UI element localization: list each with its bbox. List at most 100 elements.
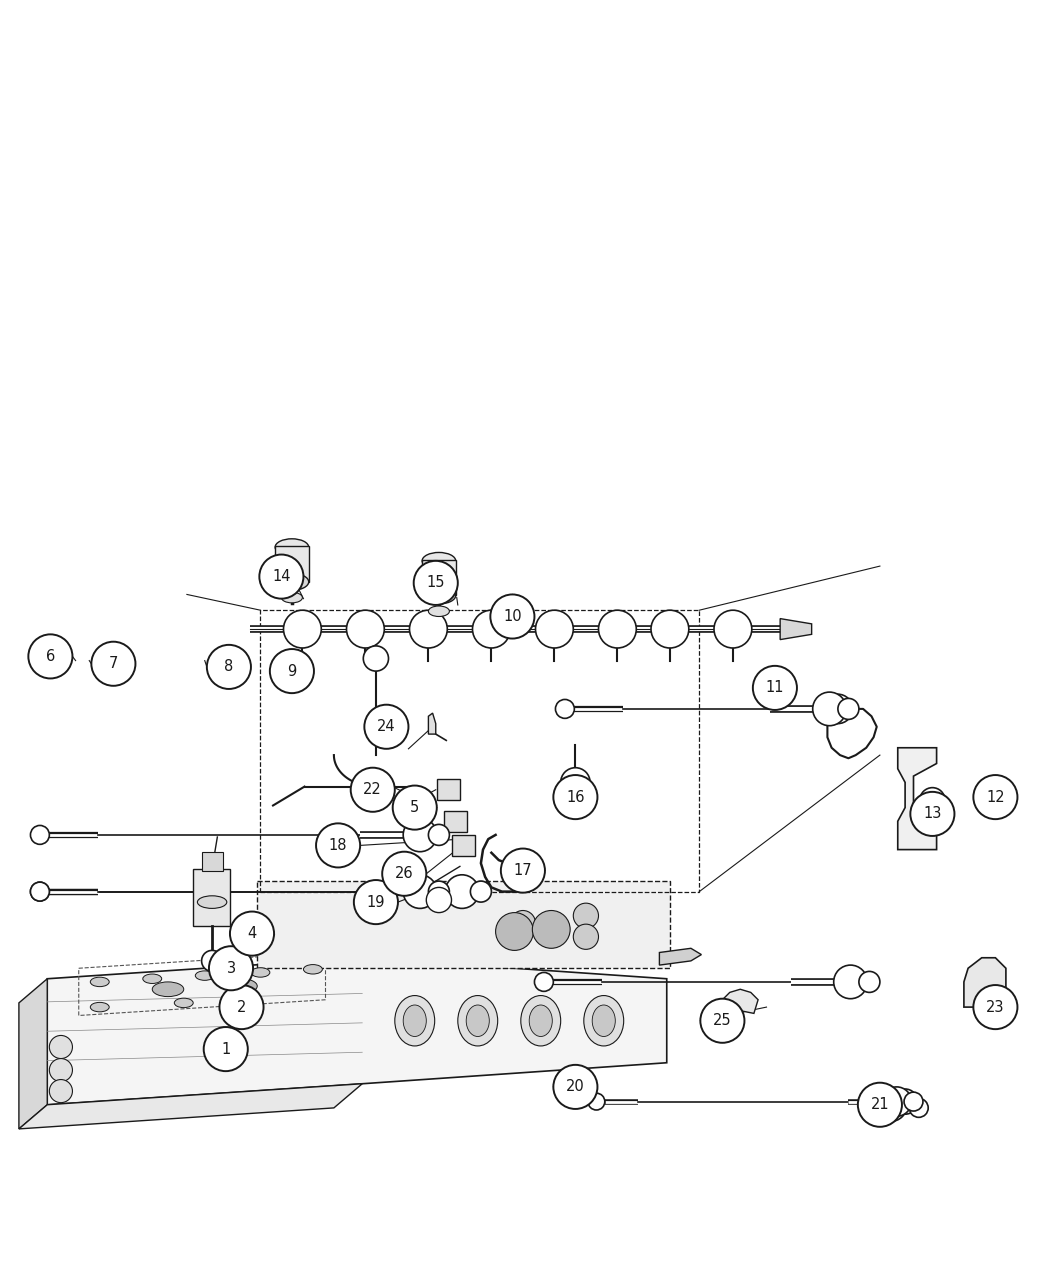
Circle shape xyxy=(230,912,274,956)
Circle shape xyxy=(207,645,251,688)
Text: 11: 11 xyxy=(765,681,784,695)
Ellipse shape xyxy=(174,998,193,1007)
Text: 26: 26 xyxy=(395,866,414,881)
Circle shape xyxy=(490,594,534,639)
Ellipse shape xyxy=(197,896,227,908)
Ellipse shape xyxy=(428,606,449,617)
Polygon shape xyxy=(659,949,701,965)
Circle shape xyxy=(573,903,598,928)
Circle shape xyxy=(30,882,49,901)
Text: 15: 15 xyxy=(426,575,445,590)
Bar xyxy=(452,835,475,856)
Circle shape xyxy=(259,555,303,599)
Text: 4: 4 xyxy=(248,926,256,941)
Circle shape xyxy=(351,768,395,812)
Ellipse shape xyxy=(226,979,257,993)
Text: 3: 3 xyxy=(227,961,235,975)
Text: 8: 8 xyxy=(225,659,233,674)
Text: 17: 17 xyxy=(513,863,532,878)
Circle shape xyxy=(874,1088,907,1122)
Circle shape xyxy=(813,692,846,725)
Ellipse shape xyxy=(49,1058,72,1081)
Circle shape xyxy=(445,875,479,908)
Text: 19: 19 xyxy=(366,895,385,909)
Circle shape xyxy=(30,882,49,901)
Ellipse shape xyxy=(584,996,624,1046)
Text: 2: 2 xyxy=(237,1000,246,1015)
Circle shape xyxy=(270,649,314,694)
Circle shape xyxy=(555,700,574,718)
Text: 7: 7 xyxy=(109,657,118,671)
Circle shape xyxy=(363,646,388,671)
Circle shape xyxy=(573,924,598,950)
Circle shape xyxy=(507,854,539,886)
Ellipse shape xyxy=(152,982,184,997)
Ellipse shape xyxy=(466,1005,489,1037)
Text: 21: 21 xyxy=(870,1098,889,1112)
Circle shape xyxy=(91,641,135,686)
Bar xyxy=(437,779,460,801)
Ellipse shape xyxy=(395,996,435,1046)
Circle shape xyxy=(428,825,449,845)
Text: 16: 16 xyxy=(566,789,585,805)
Polygon shape xyxy=(780,618,812,640)
Circle shape xyxy=(204,1028,248,1071)
Text: 14: 14 xyxy=(272,569,291,584)
Bar xyxy=(202,852,223,871)
Circle shape xyxy=(28,635,72,678)
Circle shape xyxy=(598,611,636,648)
Text: 22: 22 xyxy=(363,783,382,797)
Text: 23: 23 xyxy=(986,1000,1005,1015)
Circle shape xyxy=(364,705,408,748)
Circle shape xyxy=(910,792,954,836)
Circle shape xyxy=(403,875,437,908)
Text: 24: 24 xyxy=(377,719,396,734)
Polygon shape xyxy=(964,958,1006,1007)
Circle shape xyxy=(426,887,452,913)
Circle shape xyxy=(393,785,437,830)
Polygon shape xyxy=(19,1084,362,1128)
Circle shape xyxy=(920,788,945,813)
Circle shape xyxy=(472,611,510,648)
Circle shape xyxy=(651,611,689,648)
Ellipse shape xyxy=(49,1080,72,1103)
Polygon shape xyxy=(898,747,937,849)
Bar xyxy=(193,868,230,926)
Bar xyxy=(275,546,309,581)
Polygon shape xyxy=(47,958,667,1104)
Circle shape xyxy=(403,819,437,852)
Circle shape xyxy=(501,849,545,892)
Ellipse shape xyxy=(422,552,456,569)
Text: 20: 20 xyxy=(566,1080,585,1094)
Circle shape xyxy=(534,973,553,992)
Ellipse shape xyxy=(275,574,309,590)
Circle shape xyxy=(316,824,360,867)
Ellipse shape xyxy=(414,881,443,903)
Text: 9: 9 xyxy=(288,663,296,678)
Text: 6: 6 xyxy=(46,649,55,664)
Text: 1: 1 xyxy=(222,1042,230,1057)
Circle shape xyxy=(973,775,1017,819)
Ellipse shape xyxy=(281,593,302,603)
Text: 10: 10 xyxy=(503,609,522,623)
Circle shape xyxy=(838,699,859,719)
Circle shape xyxy=(588,1093,605,1111)
Circle shape xyxy=(382,852,426,896)
Circle shape xyxy=(753,666,797,710)
Circle shape xyxy=(219,986,264,1029)
Circle shape xyxy=(909,1099,928,1117)
Ellipse shape xyxy=(521,996,561,1046)
Circle shape xyxy=(532,910,570,949)
Circle shape xyxy=(510,910,536,936)
Circle shape xyxy=(536,611,573,648)
Ellipse shape xyxy=(529,1005,552,1037)
Circle shape xyxy=(859,972,880,992)
Polygon shape xyxy=(428,713,436,734)
Ellipse shape xyxy=(592,1005,615,1037)
Ellipse shape xyxy=(90,977,109,987)
Text: 18: 18 xyxy=(329,838,348,853)
Circle shape xyxy=(346,611,384,648)
Circle shape xyxy=(470,881,491,903)
Ellipse shape xyxy=(275,539,309,556)
Circle shape xyxy=(823,694,853,724)
